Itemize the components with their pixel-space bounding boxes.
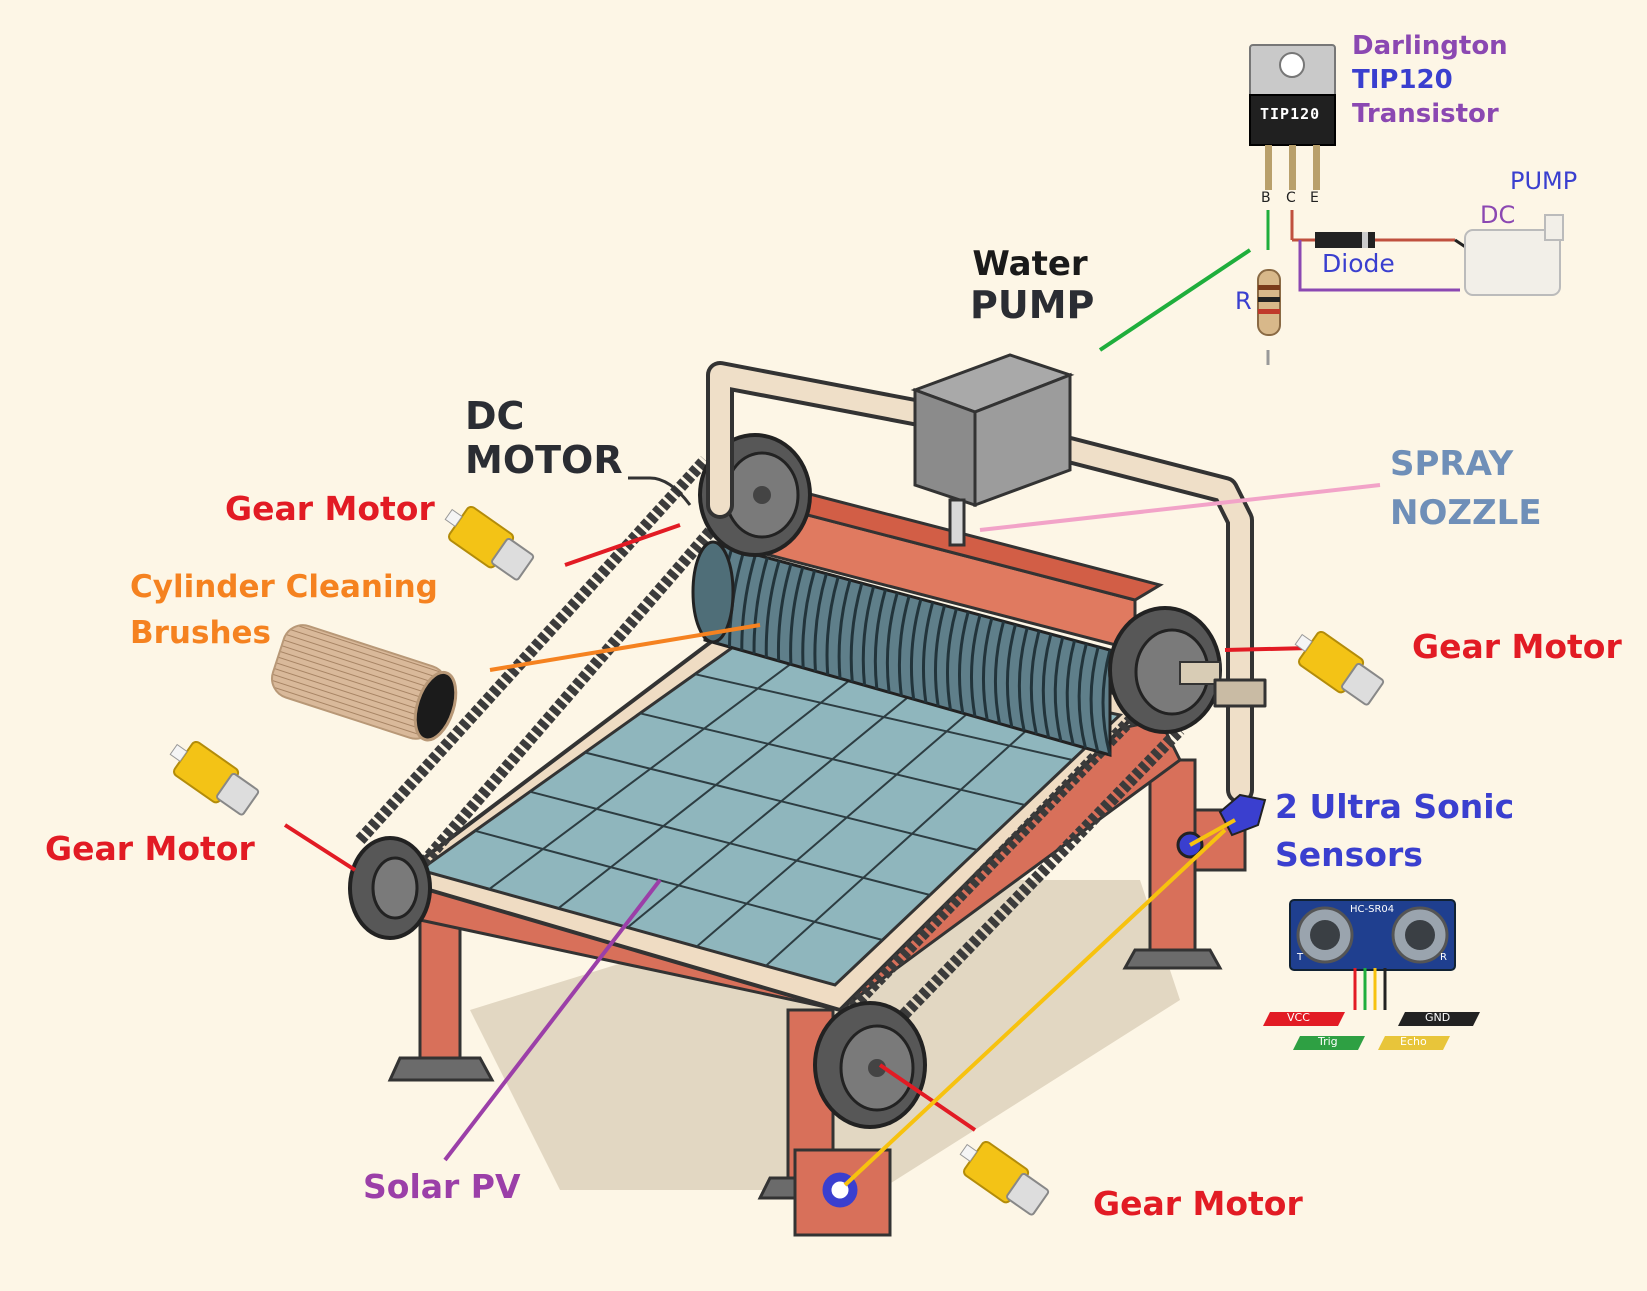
spray-nozzle-label-line1: SPRAY: [1390, 444, 1514, 484]
roller-rib: [921, 601, 935, 703]
roller-rib: [933, 605, 946, 707]
ultrasonic-sensor-marker: [1218, 793, 1267, 837]
gear-motor-icon-right: [1294, 630, 1385, 706]
roller-rib: [1065, 640, 1076, 745]
echo-pin-label: Echo: [1400, 1035, 1427, 1048]
roller-rib: [957, 611, 970, 714]
resistor-label: R: [1235, 287, 1252, 315]
pulley-bottom-right: [813, 1001, 927, 1129]
dc-label: DC: [1480, 201, 1516, 229]
transistor-label-line1: Darlington: [1352, 31, 1508, 61]
dc-motor-label-line2: MOTOR: [465, 437, 623, 482]
roller-rib: [909, 598, 923, 700]
spray-nozzle-label: SPRAY NOZZLE: [1390, 444, 1542, 534]
pv-grid-line: [488, 647, 813, 890]
transistor-label: Darlington TIP120 Transistor: [1352, 31, 1508, 130]
belt-right: [835, 695, 1185, 1065]
roller-rib: [873, 589, 887, 689]
diode-icon: [1315, 232, 1375, 248]
roller-rib: [789, 566, 805, 665]
gear-motor-label-right: Gear Motor: [1412, 627, 1622, 666]
water-pump-label-line1: Water: [972, 244, 1088, 284]
roller-rib: [752, 557, 769, 654]
spray-nozzle-label-line2: NOZZLE: [1390, 493, 1542, 534]
pv-grid-line: [765, 700, 1060, 967]
diode-label: Diode: [1322, 249, 1395, 278]
roller-rib: [801, 570, 816, 668]
roller-rib: [740, 554, 757, 651]
pv-grid-line: [557, 660, 874, 910]
roller-rib: [813, 573, 828, 672]
solar-pv-label: Solar PV: [363, 1167, 521, 1206]
roller-rib: [1089, 646, 1100, 752]
frame-leg-back-left: [387, 918, 495, 1082]
water-pump-label: Water PUMP: [970, 244, 1095, 328]
ultrasonic-sensors-label: 2 Ultra Sonic Sensors: [1275, 788, 1514, 874]
pulley-top-right: [1108, 606, 1222, 734]
roller-rib: [897, 595, 911, 696]
gear-motor-label-left: Gear Motor: [45, 829, 255, 868]
resistor-icon: [1257, 269, 1281, 336]
cylinder-brushes-label-line2: Brushes: [130, 614, 271, 651]
roller-rib: [885, 592, 899, 693]
roller-rib: [969, 614, 982, 717]
dc-motor-label: DC MOTOR: [465, 394, 623, 482]
water-pump-box: [910, 353, 1075, 547]
gear-motor-icon-bottom: [959, 1140, 1050, 1216]
cylinder-brushes-label: Cylinder Cleaning Brushes: [130, 569, 438, 651]
roller-rib: [1029, 630, 1041, 735]
gear-motor-icon-left: [169, 740, 260, 816]
belt-left: [355, 455, 725, 894]
dc-motor-label-line1: DC: [465, 394, 525, 438]
roller-rib: [1041, 633, 1053, 738]
vcc-pin-label: VCC: [1287, 1011, 1310, 1024]
tip120-transistor: [1249, 44, 1336, 190]
gear-motor-icon-top-left: [444, 505, 535, 581]
roller-rib: [861, 585, 876, 686]
roller-rib: [1101, 649, 1112, 756]
trig-pin-label: Trig: [1318, 1035, 1338, 1048]
roller-rib: [993, 620, 1006, 724]
pv-grid-line: [626, 674, 936, 929]
transistor-label-line2: TIP120: [1352, 64, 1453, 95]
pin-c-label: C: [1286, 190, 1296, 206]
water-pump-label-line2: PUMP: [970, 283, 1095, 328]
dc-pump-icon: [1464, 214, 1564, 296]
sensor-t-label: T: [1297, 952, 1304, 963]
sensor-model-label: HC-SR04: [1350, 904, 1395, 915]
roller-rib: [776, 563, 793, 661]
gear-motor-label-top-left: Gear Motor: [225, 489, 435, 528]
roller-rib: [837, 579, 852, 679]
chip-marking: TIP120: [1260, 105, 1321, 123]
roller-rib: [1077, 643, 1088, 749]
cylinder-brush-roller: [691, 540, 1112, 757]
pump-label: PUMP: [1510, 167, 1578, 195]
hc-sr04-module: [1263, 899, 1480, 1050]
cylinder-brushes-label-line1: Cylinder Cleaning: [130, 569, 438, 605]
sensor-r-label: R: [1440, 952, 1447, 963]
ultrasonic-sensors-label-line2: Sensors: [1275, 834, 1423, 874]
leader-lines: [283, 248, 1381, 1187]
pulley-bottom-left: [348, 836, 432, 940]
transistor-label-line3: Transistor: [1352, 98, 1499, 129]
water-pipes: [706, 361, 1267, 804]
ultrasonic-sensors-label-line1: 2 Ultra Sonic: [1275, 787, 1515, 826]
roller-rib: [1053, 636, 1065, 742]
pin-e-label: E: [1310, 190, 1319, 206]
gnd-pin-label: GND: [1425, 1011, 1451, 1024]
gear-motor-label-bottom: Gear Motor: [1093, 1184, 1303, 1223]
roller-rib: [1017, 627, 1029, 731]
roller-rib: [764, 560, 781, 658]
roller-rib: [825, 576, 840, 675]
roller-rib: [945, 608, 958, 710]
cylinder-brush-icon: [271, 624, 458, 742]
solar-pv-grid: [474, 647, 1073, 967]
roller-rib: [849, 582, 864, 682]
pin-b-label: B: [1261, 190, 1271, 206]
roller-rib: [981, 617, 994, 721]
pv-grid-line: [696, 687, 998, 948]
roller-rib: [1005, 624, 1017, 728]
